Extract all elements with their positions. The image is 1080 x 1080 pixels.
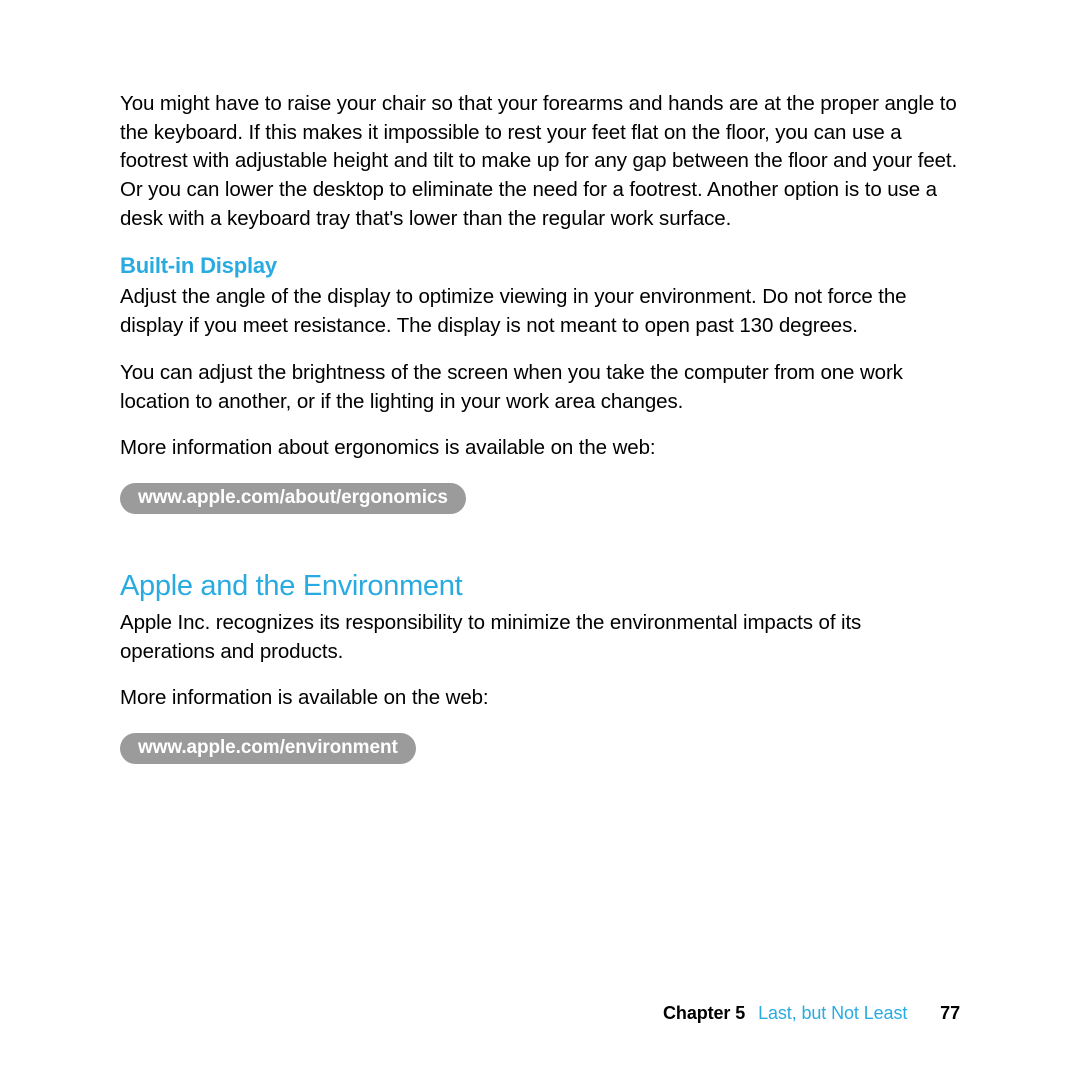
footer-chapter-title: Last, but Not Least bbox=[758, 1003, 907, 1023]
intro-paragraph: You might have to raise your chair so th… bbox=[120, 90, 960, 233]
ergonomics-more-info: More information about ergonomics is ava… bbox=[120, 434, 960, 463]
footer-page-number: 77 bbox=[940, 1003, 960, 1023]
environment-paragraph-1: Apple Inc. recognizes its responsibility… bbox=[120, 609, 960, 666]
footer-chapter-label: Chapter 5 bbox=[663, 1003, 745, 1023]
display-paragraph-2: You can adjust the brightness of the scr… bbox=[120, 359, 960, 416]
display-paragraph-1: Adjust the angle of the display to optim… bbox=[120, 283, 960, 340]
ergonomics-url-pill: www.apple.com/about/ergonomics bbox=[120, 483, 466, 514]
subheading-display: Built-in Display bbox=[120, 253, 960, 279]
environment-url-pill: www.apple.com/environment bbox=[120, 733, 416, 764]
page-footer: Chapter 5 Last, but Not Least 77 bbox=[663, 1003, 960, 1024]
section-heading-environment: Apple and the Environment bbox=[120, 570, 960, 603]
environment-more-info: More information is available on the web… bbox=[120, 684, 960, 713]
page-content: You might have to raise your chair so th… bbox=[0, 0, 1080, 776]
